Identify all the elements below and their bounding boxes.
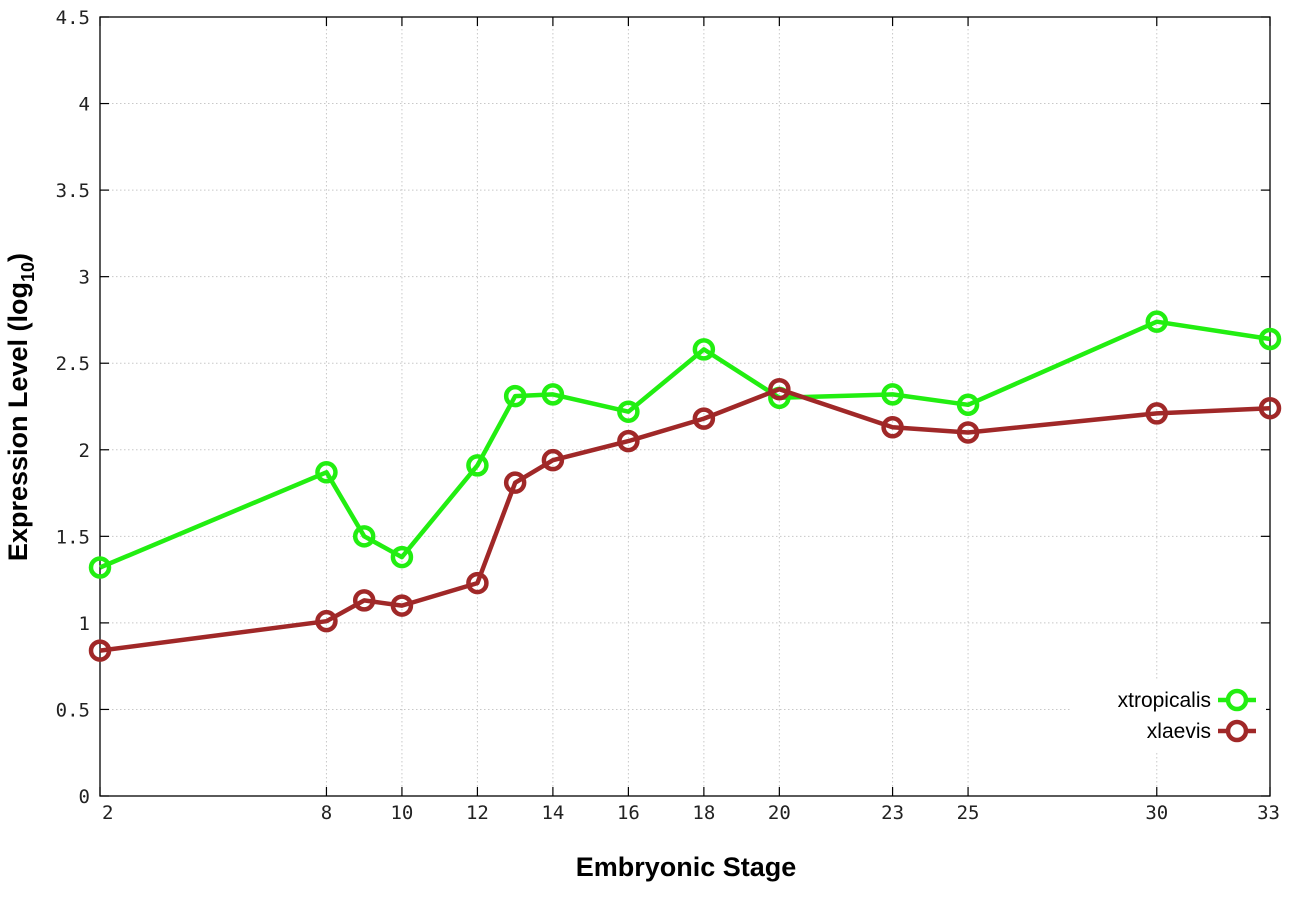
data-point-xlaevis — [1258, 396, 1282, 420]
data-point-xtropicalis — [315, 461, 338, 484]
series-line-xtropicalis — [99, 319, 1271, 570]
data-point-xtropicalis — [390, 545, 414, 569]
x-tick-label: 10 — [390, 802, 413, 824]
data-point-xtropicalis — [956, 393, 980, 417]
data-point-xtropicalis — [352, 525, 376, 548]
y-axis-title-main: Expression Level (log — [3, 282, 33, 561]
data-point-xtropicalis — [881, 383, 904, 406]
x-tick-label: 20 — [768, 802, 791, 824]
data-point-xtropicalis — [466, 454, 489, 477]
axis-ticks: 0 0.5 1 1.5 2 2.5 3 3.5 4 4.5 2 8 10 12 14 16 18 20 23 25 30… — [56, 7, 1280, 824]
series-xtropicalis — [88, 310, 1282, 579]
legend: xtropicalis xlaevis — [1070, 680, 1266, 752]
x-tick-label: 14 — [541, 802, 564, 824]
y-tick-label: 3 — [79, 267, 90, 289]
y-axis-title: Expression Level (log10) — [3, 253, 38, 561]
data-point-xtropicalis — [88, 556, 112, 579]
x-tick-label: 30 — [1145, 802, 1168, 824]
legend-label: xtropicalis — [1118, 689, 1211, 712]
data-point-xlaevis — [617, 429, 640, 453]
x-tick-label: 25 — [957, 802, 980, 824]
data-point-xtropicalis — [503, 384, 527, 408]
y-tick-label: 0 — [79, 786, 90, 808]
series-group — [88, 310, 1282, 662]
y-axis-title-close: ) — [3, 253, 33, 262]
x-tick-label: 16 — [617, 802, 640, 824]
data-point-xlaevis — [692, 407, 716, 430]
y-tick-label: 1 — [79, 613, 90, 635]
x-tick-label: 2 — [102, 802, 113, 824]
x-tick-label: 33 — [1257, 802, 1280, 824]
grid-lines — [100, 17, 1270, 796]
data-point-xlaevis — [352, 589, 376, 612]
data-point-xlaevis — [541, 448, 565, 472]
y-tick-label: 3.5 — [56, 180, 90, 202]
y-tick-label: 0.5 — [56, 699, 90, 721]
y-tick-label: 4 — [79, 94, 90, 116]
series-line-xlaevis — [99, 386, 1271, 653]
legend-swatch-marker — [1225, 688, 1249, 712]
data-point-xtropicalis — [692, 338, 716, 361]
plot-frame — [99, 16, 1271, 797]
y-tick-label: 4.5 — [56, 7, 90, 29]
y-tick-label: 1.5 — [56, 526, 90, 548]
data-point-xtropicalis — [617, 400, 640, 423]
series-xlaevis — [88, 377, 1282, 662]
data-point-xlaevis — [768, 377, 791, 401]
data-point-xlaevis — [881, 416, 904, 439]
x-axis-title: Embryonic Stage — [576, 852, 797, 882]
data-point-xlaevis — [315, 609, 338, 633]
data-point-xtropicalis — [1145, 310, 1169, 333]
legend-label: xlaevis — [1147, 720, 1211, 743]
data-point-xtropicalis — [541, 383, 565, 406]
legend-swatch-marker — [1225, 719, 1249, 743]
data-point-xtropicalis — [1258, 327, 1282, 351]
data-point-xlaevis — [503, 471, 527, 494]
y-axis-title-subscript: 10 — [18, 262, 38, 282]
x-tick-label: 23 — [881, 802, 904, 824]
data-point-xlaevis — [88, 639, 112, 662]
x-tick-label: 12 — [466, 802, 489, 824]
data-point-xlaevis — [956, 421, 980, 444]
data-point-xlaevis — [466, 571, 489, 595]
y-tick-label: 2.5 — [56, 353, 90, 375]
data-point-xlaevis — [1145, 402, 1169, 425]
x-tick-label: 18 — [692, 802, 715, 824]
data-point-xlaevis — [390, 594, 414, 617]
y-tick-label: 2 — [79, 440, 90, 462]
x-tick-label: 8 — [321, 802, 332, 824]
